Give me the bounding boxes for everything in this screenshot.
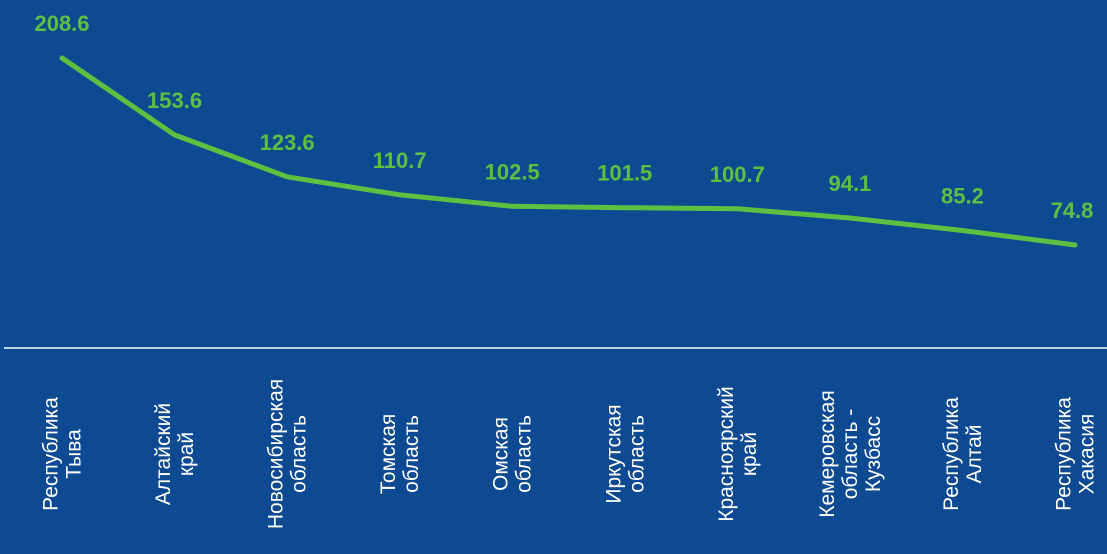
category-label-10-line-2: Хакасия [1076, 414, 1099, 495]
category-label-2-line-2: край [175, 432, 198, 476]
category-label-10: Республика Хакасия [1053, 397, 1099, 511]
category-label-1-line-1: Республика [40, 397, 63, 511]
category-label-8: Кемеровская область - Кузбасс [816, 390, 885, 518]
category-label-9-line-1: Республика [940, 397, 963, 511]
category-label-2: Алтайский край [152, 403, 198, 505]
category-label-10-line-1: Республика [1053, 397, 1076, 511]
data-label-6: 101.5 [597, 161, 652, 186]
data-label-9: 85.2 [941, 183, 984, 208]
category-label-5-line-1: Омская [490, 417, 513, 491]
category-label-8-line-2: область - [839, 409, 862, 500]
category-label-4-line-2: область [400, 415, 423, 493]
category-label-6-line-2: область [625, 415, 648, 493]
category-label-5-line-2: область [513, 415, 536, 493]
category-label-3-line-2: область [288, 415, 311, 493]
category-label-9-line-2: Алтай [963, 424, 986, 483]
category-label-6-line-1: Иркутская [602, 404, 625, 503]
data-labels: 208.6 153.6 123.6 110.7 102.5 101.5 100.7 94.1 8… [34, 11, 1093, 223]
category-labels: Республика Тыва Алтайский край Новосибирская… [40, 379, 1099, 529]
category-label-4-line-1: Томская [377, 414, 400, 495]
category-label-2-line-1: Алтайский [152, 403, 175, 505]
category-label-9: Республика Алтай [940, 397, 986, 511]
category-label-3-line-1: Новосибирская [265, 379, 288, 529]
data-label-8: 94.1 [828, 171, 871, 196]
data-label-7: 100.7 [710, 162, 765, 187]
series-line [59, 55, 1078, 248]
category-label-7: Красноярский край [715, 386, 761, 522]
category-label-3: Новосибирская область [265, 379, 311, 529]
category-label-4: Томская область [377, 414, 423, 495]
category-label-8-line-1: Кемеровская [816, 390, 839, 518]
category-label-7-line-2: край [738, 432, 761, 476]
category-label-6: Иркутская область [602, 404, 648, 503]
category-label-5: Омская область [490, 415, 536, 493]
category-label-1-line-2: Тыва [63, 429, 86, 479]
data-label-3: 123.6 [260, 130, 315, 155]
data-label-4: 110.7 [373, 148, 427, 173]
category-label-8-line-3: Кузбасс [862, 416, 885, 492]
data-label-10: 74.8 [1051, 198, 1094, 223]
category-label-7-line-1: Красноярский [715, 386, 738, 522]
data-label-5: 102.5 [485, 159, 540, 184]
data-label-1: 208.6 [34, 11, 89, 36]
category-label-1: Республика Тыва [40, 397, 86, 511]
data-label-2: 153.6 [147, 88, 202, 113]
